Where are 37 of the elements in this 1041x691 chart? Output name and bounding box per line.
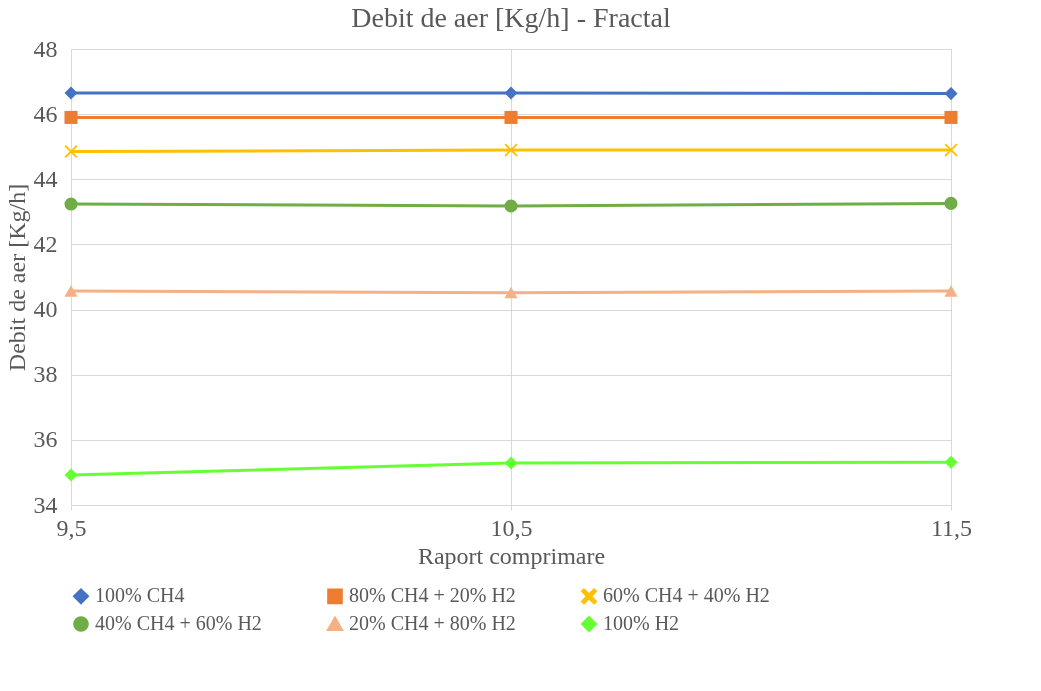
y-tick-label: 48 bbox=[33, 35, 58, 62]
point bbox=[944, 87, 958, 101]
legend-label: 100% H2 bbox=[603, 612, 680, 634]
legend-label: 80% CH4 + 20% H2 bbox=[349, 584, 516, 607]
legend-label: 40% CH4 + 60% H2 bbox=[95, 612, 262, 634]
legend-label: 60% CH4 + 40% H2 bbox=[603, 584, 770, 607]
point bbox=[64, 285, 78, 297]
x-tick-label: 11,5 bbox=[930, 514, 973, 541]
point bbox=[944, 455, 958, 469]
point bbox=[944, 143, 958, 157]
point bbox=[504, 86, 518, 100]
point bbox=[64, 86, 78, 100]
y-tick-label: 36 bbox=[33, 426, 58, 453]
point bbox=[64, 468, 78, 482]
point bbox=[504, 286, 518, 299]
point bbox=[944, 196, 958, 210]
y-tick-label: 40 bbox=[33, 296, 58, 323]
x-tick-label: 10,5 bbox=[490, 514, 533, 541]
point bbox=[504, 143, 518, 157]
point bbox=[504, 110, 518, 124]
y-axis-title: Debit de aer [Kg/h] bbox=[3, 183, 30, 372]
y-tick-label: 42 bbox=[33, 230, 58, 257]
point bbox=[944, 110, 958, 124]
point bbox=[64, 110, 78, 124]
y-tick-label: 44 bbox=[33, 165, 58, 192]
x-axis-title: Raport comprimare bbox=[417, 542, 606, 569]
legend-label: 20% CH4 + 80% H2 bbox=[349, 612, 516, 634]
point bbox=[504, 199, 518, 213]
point bbox=[64, 197, 78, 211]
y-tick-label: 34 bbox=[33, 491, 58, 518]
legend-label: 100% CH4 bbox=[95, 584, 185, 607]
x-tick-label: 9,5 bbox=[56, 514, 87, 541]
point bbox=[504, 456, 518, 470]
point bbox=[944, 285, 958, 297]
y-tick-label: 46 bbox=[33, 100, 58, 127]
chart-title: Debit de aer [Kg/h] - Fractal bbox=[351, 2, 671, 33]
y-tick-label: 38 bbox=[33, 361, 58, 388]
